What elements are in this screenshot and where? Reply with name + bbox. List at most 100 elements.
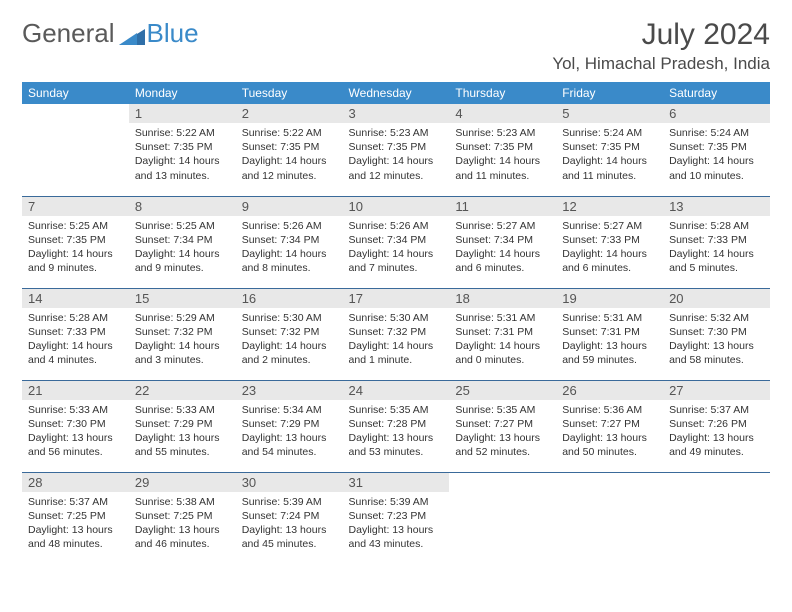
sunrise-line: Sunrise: 5:34 AM (242, 403, 337, 417)
sunrise-line: Sunrise: 5:28 AM (669, 219, 764, 233)
calendar-week-row: 1Sunrise: 5:22 AMSunset: 7:35 PMDaylight… (22, 104, 770, 196)
day-number: 26 (556, 381, 663, 400)
day-number: 19 (556, 289, 663, 308)
sunrise-line: Sunrise: 5:35 AM (349, 403, 444, 417)
sunset-line: Sunset: 7:33 PM (562, 233, 657, 247)
day-details: Sunrise: 5:28 AMSunset: 7:33 PMDaylight:… (22, 308, 129, 372)
calendar-day-cell: 29Sunrise: 5:38 AMSunset: 7:25 PMDayligh… (129, 472, 236, 564)
weekday-header: Monday (129, 82, 236, 104)
daylight-line: Daylight: 13 hours and 52 minutes. (455, 431, 550, 459)
day-number: 1 (129, 104, 236, 123)
daylight-line: Daylight: 14 hours and 6 minutes. (455, 247, 550, 275)
day-details: Sunrise: 5:37 AMSunset: 7:25 PMDaylight:… (22, 492, 129, 556)
day-details: Sunrise: 5:36 AMSunset: 7:27 PMDaylight:… (556, 400, 663, 464)
daylight-line: Daylight: 14 hours and 3 minutes. (135, 339, 230, 367)
day-details: Sunrise: 5:31 AMSunset: 7:31 PMDaylight:… (556, 308, 663, 372)
day-number: 30 (236, 473, 343, 492)
calendar-day-cell: 2Sunrise: 5:22 AMSunset: 7:35 PMDaylight… (236, 104, 343, 196)
sunset-line: Sunset: 7:35 PM (669, 140, 764, 154)
sunset-line: Sunset: 7:34 PM (349, 233, 444, 247)
calendar-day-cell: 5Sunrise: 5:24 AMSunset: 7:35 PMDaylight… (556, 104, 663, 196)
day-number: 8 (129, 197, 236, 216)
daylight-line: Daylight: 13 hours and 46 minutes. (135, 523, 230, 551)
sunrise-line: Sunrise: 5:33 AM (135, 403, 230, 417)
sunrise-line: Sunrise: 5:38 AM (135, 495, 230, 509)
sunset-line: Sunset: 7:32 PM (242, 325, 337, 339)
sunrise-line: Sunrise: 5:24 AM (669, 126, 764, 140)
sunrise-line: Sunrise: 5:25 AM (135, 219, 230, 233)
calendar-day-cell: 24Sunrise: 5:35 AMSunset: 7:28 PMDayligh… (343, 380, 450, 472)
daylight-line: Daylight: 13 hours and 50 minutes. (562, 431, 657, 459)
brand-blue: Blue (147, 18, 199, 49)
day-details: Sunrise: 5:22 AMSunset: 7:35 PMDaylight:… (129, 123, 236, 187)
day-details: Sunrise: 5:27 AMSunset: 7:33 PMDaylight:… (556, 216, 663, 280)
sunrise-line: Sunrise: 5:31 AM (562, 311, 657, 325)
sunset-line: Sunset: 7:35 PM (455, 140, 550, 154)
calendar-day-cell (556, 472, 663, 564)
sunset-line: Sunset: 7:33 PM (28, 325, 123, 339)
calendar-week-row: 28Sunrise: 5:37 AMSunset: 7:25 PMDayligh… (22, 472, 770, 564)
calendar-day-cell: 19Sunrise: 5:31 AMSunset: 7:31 PMDayligh… (556, 288, 663, 380)
daylight-line: Daylight: 14 hours and 12 minutes. (349, 154, 444, 182)
day-number: 6 (663, 104, 770, 123)
sunset-line: Sunset: 7:27 PM (562, 417, 657, 431)
day-details: Sunrise: 5:39 AMSunset: 7:23 PMDaylight:… (343, 492, 450, 556)
daylight-line: Daylight: 14 hours and 4 minutes. (28, 339, 123, 367)
daylight-line: Daylight: 14 hours and 9 minutes. (28, 247, 123, 275)
calendar-day-cell: 28Sunrise: 5:37 AMSunset: 7:25 PMDayligh… (22, 472, 129, 564)
day-number: 31 (343, 473, 450, 492)
calendar-day-cell: 26Sunrise: 5:36 AMSunset: 7:27 PMDayligh… (556, 380, 663, 472)
month-title: July 2024 (552, 18, 770, 52)
calendar-day-cell: 17Sunrise: 5:30 AMSunset: 7:32 PMDayligh… (343, 288, 450, 380)
sunrise-line: Sunrise: 5:26 AM (349, 219, 444, 233)
daylight-line: Daylight: 13 hours and 58 minutes. (669, 339, 764, 367)
sunset-line: Sunset: 7:32 PM (135, 325, 230, 339)
daylight-line: Daylight: 13 hours and 49 minutes. (669, 431, 764, 459)
sunset-line: Sunset: 7:35 PM (242, 140, 337, 154)
calendar-day-cell: 16Sunrise: 5:30 AMSunset: 7:32 PMDayligh… (236, 288, 343, 380)
daylight-line: Daylight: 14 hours and 11 minutes. (562, 154, 657, 182)
sunset-line: Sunset: 7:31 PM (562, 325, 657, 339)
sunrise-line: Sunrise: 5:31 AM (455, 311, 550, 325)
calendar-week-row: 21Sunrise: 5:33 AMSunset: 7:30 PMDayligh… (22, 380, 770, 472)
day-details: Sunrise: 5:24 AMSunset: 7:35 PMDaylight:… (556, 123, 663, 187)
calendar-table: Sunday Monday Tuesday Wednesday Thursday… (22, 82, 770, 564)
calendar-day-cell: 25Sunrise: 5:35 AMSunset: 7:27 PMDayligh… (449, 380, 556, 472)
daylight-line: Daylight: 14 hours and 7 minutes. (349, 247, 444, 275)
daylight-line: Daylight: 13 hours and 53 minutes. (349, 431, 444, 459)
day-number: 12 (556, 197, 663, 216)
daylight-line: Daylight: 14 hours and 9 minutes. (135, 247, 230, 275)
day-details: Sunrise: 5:27 AMSunset: 7:34 PMDaylight:… (449, 216, 556, 280)
day-number: 27 (663, 381, 770, 400)
sunrise-line: Sunrise: 5:37 AM (669, 403, 764, 417)
day-number: 7 (22, 197, 129, 216)
brand-triangle-icon (119, 23, 145, 45)
day-details: Sunrise: 5:33 AMSunset: 7:29 PMDaylight:… (129, 400, 236, 464)
sunset-line: Sunset: 7:25 PM (135, 509, 230, 523)
day-details: Sunrise: 5:26 AMSunset: 7:34 PMDaylight:… (236, 216, 343, 280)
day-number: 5 (556, 104, 663, 123)
daylight-line: Daylight: 13 hours and 56 minutes. (28, 431, 123, 459)
sunrise-line: Sunrise: 5:22 AM (135, 126, 230, 140)
calendar-day-cell: 31Sunrise: 5:39 AMSunset: 7:23 PMDayligh… (343, 472, 450, 564)
sunrise-line: Sunrise: 5:32 AM (669, 311, 764, 325)
calendar-week-row: 7Sunrise: 5:25 AMSunset: 7:35 PMDaylight… (22, 196, 770, 288)
day-details: Sunrise: 5:28 AMSunset: 7:33 PMDaylight:… (663, 216, 770, 280)
daylight-line: Daylight: 14 hours and 12 minutes. (242, 154, 337, 182)
header: General Blue July 2024 Yol, Himachal Pra… (22, 18, 770, 74)
calendar-day-cell: 18Sunrise: 5:31 AMSunset: 7:31 PMDayligh… (449, 288, 556, 380)
calendar-day-cell: 30Sunrise: 5:39 AMSunset: 7:24 PMDayligh… (236, 472, 343, 564)
day-number: 22 (129, 381, 236, 400)
day-number: 16 (236, 289, 343, 308)
day-details: Sunrise: 5:30 AMSunset: 7:32 PMDaylight:… (236, 308, 343, 372)
sunset-line: Sunset: 7:35 PM (28, 233, 123, 247)
brand-general: General (22, 18, 115, 49)
sunrise-line: Sunrise: 5:27 AM (562, 219, 657, 233)
day-number: 18 (449, 289, 556, 308)
day-details: Sunrise: 5:29 AMSunset: 7:32 PMDaylight:… (129, 308, 236, 372)
sunset-line: Sunset: 7:34 PM (455, 233, 550, 247)
calendar-day-cell: 22Sunrise: 5:33 AMSunset: 7:29 PMDayligh… (129, 380, 236, 472)
sunset-line: Sunset: 7:35 PM (562, 140, 657, 154)
sunset-line: Sunset: 7:24 PM (242, 509, 337, 523)
sunset-line: Sunset: 7:30 PM (28, 417, 123, 431)
